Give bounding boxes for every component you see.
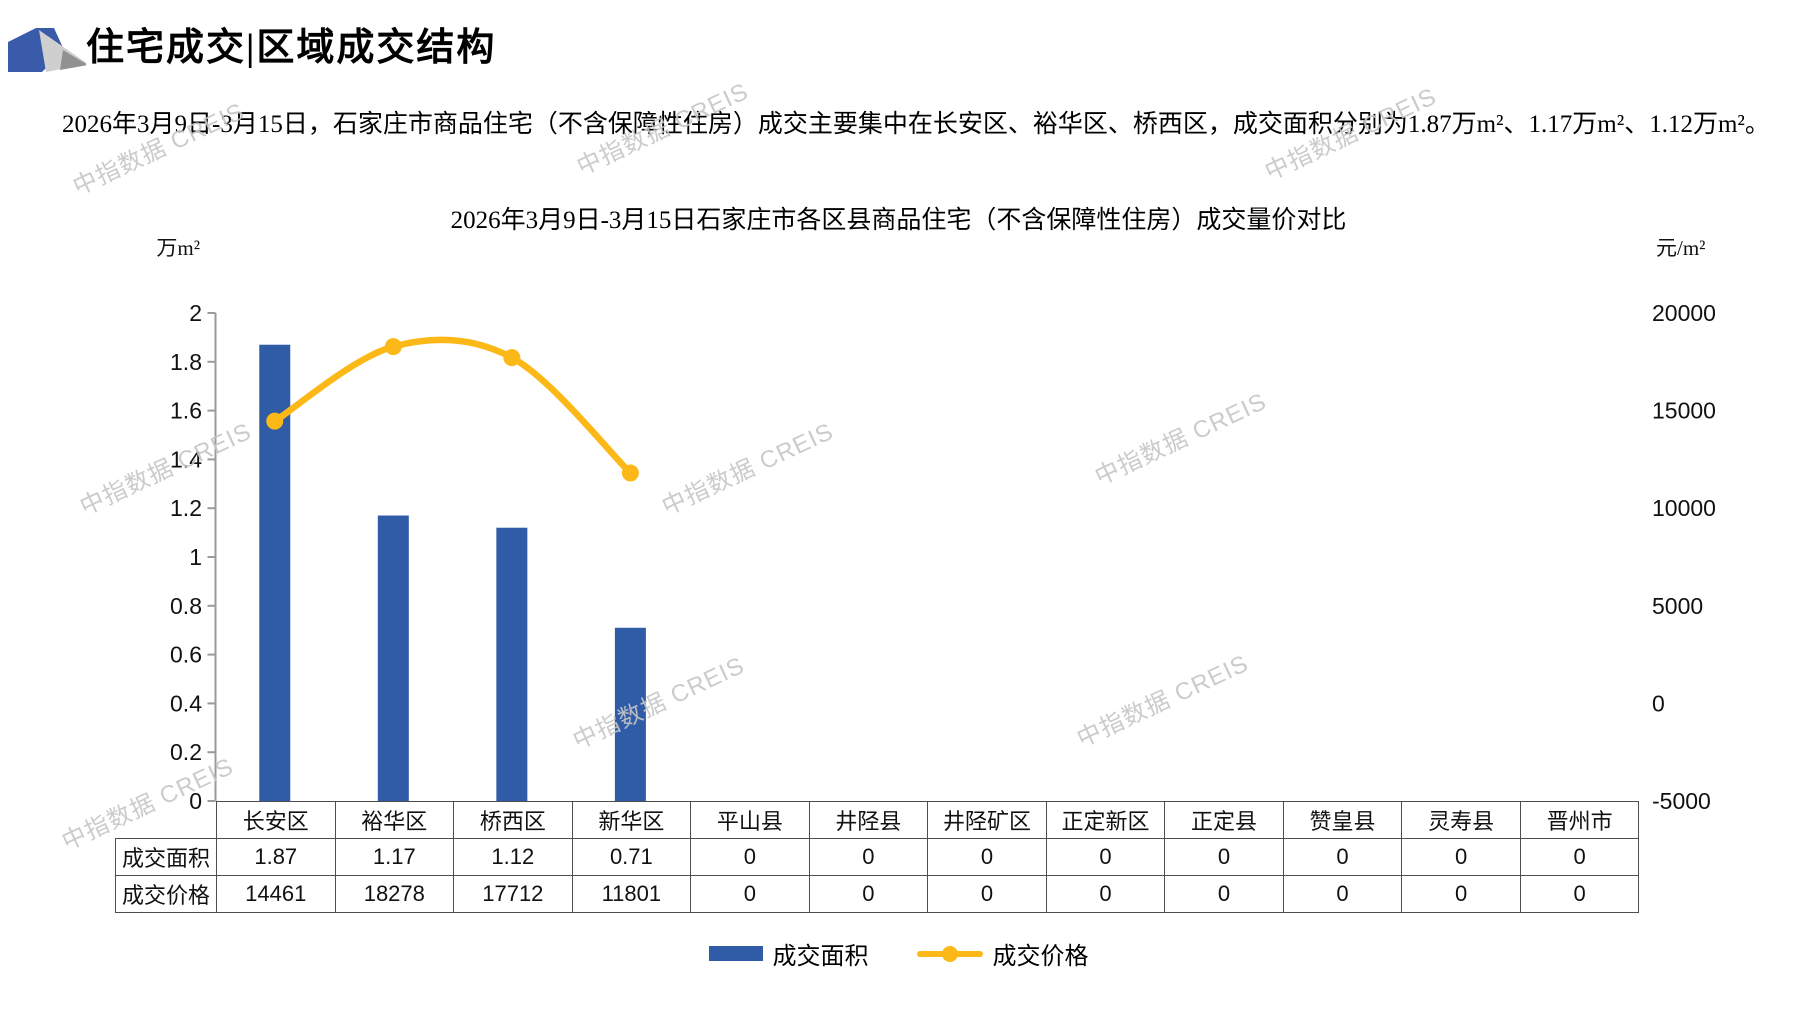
row-label-area: 成交面积 <box>115 838 217 876</box>
price-point <box>621 464 639 482</box>
combo-chart: 万m² 元/m² 2 1.8 1.6 1.4 1.2 1 0.8 0.6 0.4 0.2 0 20000 1… <box>156 236 1716 814</box>
svg-text:0: 0 <box>1652 690 1665 716</box>
price-cell: 0 <box>1519 875 1640 913</box>
legend-item-area: 成交面积 <box>708 936 869 971</box>
bars <box>259 344 646 801</box>
column-header: 平山县 <box>690 801 810 839</box>
price-point <box>503 349 521 367</box>
logo-icon <box>8 28 86 72</box>
area-cell: 0.71 <box>571 838 692 876</box>
bar-新华区 <box>614 627 646 801</box>
page-title: 住宅成交|区域成交结构 <box>86 27 497 69</box>
column-header: 长安区 <box>216 801 336 839</box>
chart-legend: 成交面积 成交价格 <box>0 936 1797 971</box>
svg-text:1.4: 1.4 <box>170 446 202 472</box>
area-cell: 0 <box>808 838 929 876</box>
svg-text:0.6: 0.6 <box>170 642 202 668</box>
price-cell: 0 <box>927 875 1047 913</box>
svg-text:1.6: 1.6 <box>170 398 202 424</box>
svg-text:1.2: 1.2 <box>170 495 202 521</box>
svg-text:2: 2 <box>189 300 202 326</box>
price-cell: 0 <box>690 875 810 913</box>
legend-label-area: 成交面积 <box>772 944 869 970</box>
price-line <box>266 336 639 482</box>
area-cell: 0 <box>1401 838 1521 876</box>
svg-text:0.8: 0.8 <box>170 593 202 619</box>
price-cell: 0 <box>1164 875 1284 913</box>
svg-text:20000: 20000 <box>1652 300 1716 326</box>
chart-title: 2026年3月9日-3月15日石家庄市各区县商品住宅（不含保障性住房）成交量价对… <box>450 207 1347 234</box>
price-cell: 17712 <box>453 875 573 913</box>
price-cell: 0 <box>1401 875 1521 913</box>
price-cell: 0 <box>1045 875 1166 913</box>
legend-item-price: 成交价格 <box>916 936 1089 971</box>
column-header: 正定县 <box>1164 801 1284 839</box>
line-swatch-icon <box>916 945 983 962</box>
row-label-price: 成交价格 <box>115 875 217 913</box>
price-point <box>266 412 284 430</box>
svg-text:0.4: 0.4 <box>170 690 202 716</box>
svg-text:10000: 10000 <box>1652 495 1716 521</box>
svg-text:0.2: 0.2 <box>170 739 202 765</box>
area-cell: 1.12 <box>453 838 573 876</box>
column-header: 赞皇县 <box>1282 801 1403 839</box>
area-cell: 0 <box>1519 838 1640 876</box>
column-header: 裕华区 <box>334 801 455 839</box>
table-corner-cell <box>116 802 217 839</box>
column-header: 新华区 <box>571 801 692 839</box>
price-cell: 14461 <box>216 875 336 913</box>
left-axis: 2 1.8 1.6 1.4 1.2 1 0.8 0.6 0.4 0.2 0 <box>170 300 217 814</box>
area-cell: 0 <box>1045 838 1166 876</box>
svg-text:5000: 5000 <box>1652 593 1703 619</box>
price-cell: 0 <box>1282 875 1403 913</box>
area-cell: 0 <box>927 838 1047 876</box>
area-cell: 0 <box>690 838 810 876</box>
price-cell: 18278 <box>334 875 455 913</box>
column-header: 井陉县 <box>808 801 929 839</box>
svg-text:0: 0 <box>189 788 202 814</box>
column-header: 灵寿县 <box>1401 801 1521 839</box>
column-header: 晋州市 <box>1519 801 1640 839</box>
right-axis: 20000 15000 10000 5000 0 -5000 <box>1652 300 1716 814</box>
bar-裕华区 <box>377 515 409 801</box>
svg-text:元/m²: 元/m² <box>1656 236 1705 260</box>
legend-label-price: 成交价格 <box>992 944 1089 970</box>
axis-units: 万m² 元/m² <box>156 236 1705 260</box>
area-cell: 0 <box>1164 838 1284 876</box>
column-header: 井陉矿区 <box>927 801 1047 839</box>
svg-text:15000: 15000 <box>1652 398 1716 424</box>
svg-text:-5000: -5000 <box>1652 788 1711 814</box>
area-cell: 1.87 <box>216 838 336 876</box>
svg-text:万m²: 万m² <box>156 236 200 260</box>
column-header: 桥西区 <box>453 801 573 839</box>
price-point <box>384 338 402 356</box>
summary-text: 2026年3月9日-3月15日，石家庄市商品住宅（不含保障性住房）成交主要集中在… <box>62 111 1770 138</box>
price-cell: 11801 <box>571 875 692 913</box>
data-table: 长安区 裕华区 桥西区 新华区 平山县 井陉县 井陉矿区 正定新区 正定县 赞皇县 灵寿县 晋州市成交… <box>115 801 1640 913</box>
price-cell: 0 <box>808 875 929 913</box>
bar-桥西区 <box>496 527 528 801</box>
area-cell: 0 <box>1282 838 1403 876</box>
svg-text:1.8: 1.8 <box>170 349 202 375</box>
area-cell: 1.17 <box>334 838 455 876</box>
svg-text:1: 1 <box>189 544 202 570</box>
bar-swatch-icon <box>708 946 763 961</box>
column-header: 正定新区 <box>1045 801 1166 839</box>
